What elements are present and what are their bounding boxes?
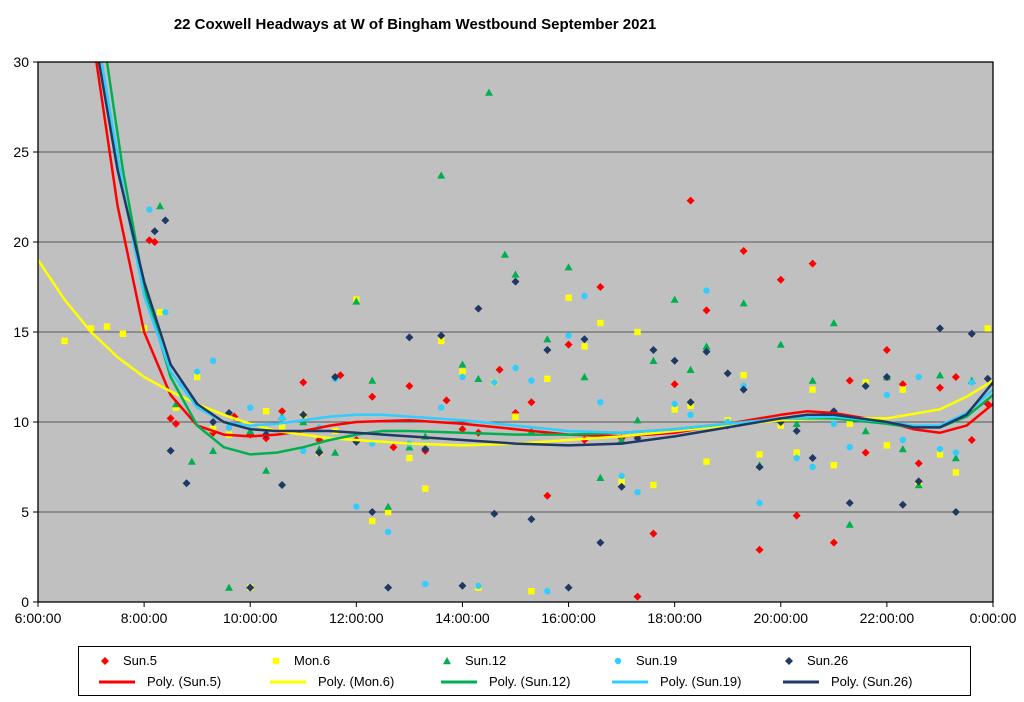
x-tick-label: 14:00:00 <box>435 610 490 626</box>
legend-item: Poly. (Sun.26) <box>781 674 952 689</box>
legend-label: Poly. (Mon.6) <box>318 674 395 689</box>
legend-label: Poly. (Sun.19) <box>660 674 742 689</box>
x-tick-label: 8:00:00 <box>121 610 168 626</box>
legend-item: Sun.26 <box>781 653 952 668</box>
line-sample-icon <box>441 680 477 683</box>
square-marker-icon <box>272 657 280 664</box>
line-sample-icon <box>783 680 819 683</box>
legend-label: Sun.26 <box>807 653 849 668</box>
legend-label: Poly. (Sun.12) <box>489 674 571 689</box>
legend-label: Sun.19 <box>636 653 678 668</box>
legend-item: Poly. (Sun.5) <box>97 674 268 689</box>
legend-item: Mon.6 <box>268 653 439 668</box>
x-tick-label: 6:00:00 <box>15 610 62 626</box>
x-tick-label: 0:00:00 <box>970 610 1017 626</box>
line-sample-icon <box>99 680 135 683</box>
poly-line <box>97 62 993 447</box>
x-tick-label: 10:00:00 <box>223 610 278 626</box>
line-sample-icon <box>612 680 648 683</box>
scatter-series <box>150 216 992 592</box>
chart-title: 22 Coxwell Headways at W of Bingham West… <box>173 16 657 33</box>
y-tick-label: 5 <box>21 504 29 520</box>
circle-marker-icon <box>614 657 622 664</box>
y-tick-label: 10 <box>13 414 29 430</box>
legend-item: Poly. (Mon.6) <box>268 674 439 689</box>
diamond-marker-icon <box>785 656 793 665</box>
legend-label: Poly. (Sun.5) <box>147 674 222 689</box>
x-tick-label: 12:00:00 <box>329 610 384 626</box>
x-tick-label: 20:00:00 <box>754 610 809 626</box>
legend-label: Mon.6 <box>294 653 331 668</box>
legend-item: Poly. (Sun.12) <box>439 674 610 689</box>
poly-line <box>105 62 993 456</box>
legend-label: Poly. (Sun.26) <box>831 674 913 689</box>
y-tick-label: 25 <box>13 144 29 160</box>
legend-label: Sun.5 <box>123 653 157 668</box>
triangle-marker-icon <box>443 656 451 664</box>
legend-item: Sun.5 <box>97 653 268 668</box>
legend-row-markers: Sun.5 Mon.6 Sun.12 Sun.19 Sun.26 <box>79 653 970 668</box>
diamond-marker-icon <box>101 656 109 665</box>
x-tick-label: 16:00:00 <box>541 610 596 626</box>
line-sample-icon <box>270 680 306 683</box>
y-tick-label: 15 <box>13 324 29 340</box>
legend-row-lines: Poly. (Sun.5) Poly. (Mon.6) Poly. (Sun.12)… <box>79 674 970 689</box>
x-tick-label: 18:00:00 <box>647 610 702 626</box>
legend-item: Sun.12 <box>439 653 610 668</box>
legend-box: Sun.5 Mon.6 Sun.12 Sun.19 Sun.26 Poly. (Sun.… <box>78 646 971 696</box>
y-tick-label: 20 <box>13 234 29 250</box>
legend-item: Poly. (Sun.19) <box>610 674 781 689</box>
y-tick-label: 0 <box>21 594 29 610</box>
legend-label: Sun.12 <box>465 653 507 668</box>
x-tick-label: 22:00:00 <box>860 610 915 626</box>
y-tick-label: 30 <box>13 54 29 70</box>
legend-item: Sun.19 <box>610 653 781 668</box>
